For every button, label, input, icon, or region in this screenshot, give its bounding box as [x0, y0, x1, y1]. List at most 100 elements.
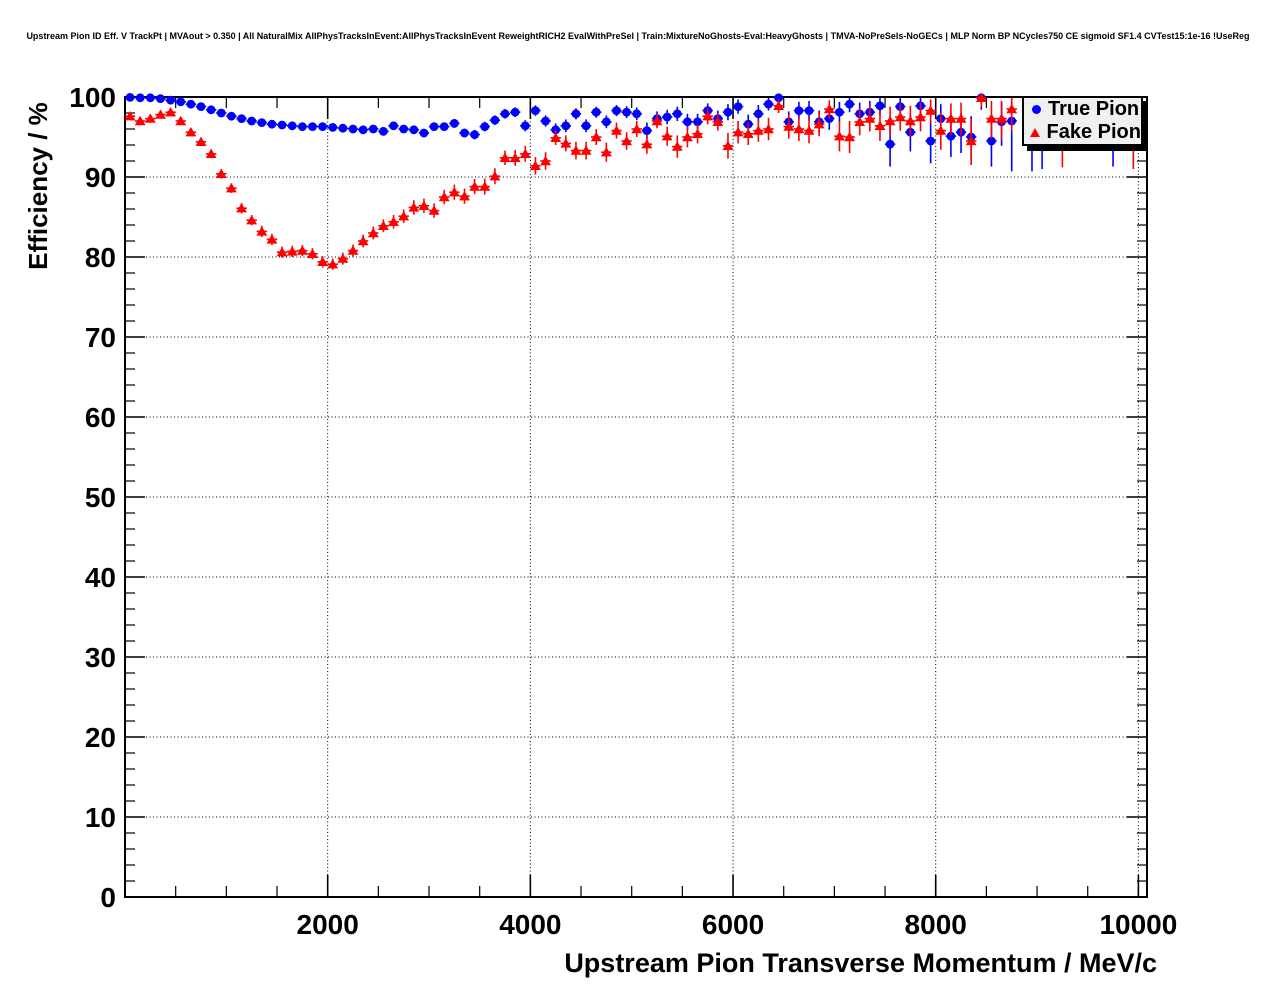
data-point-marker	[449, 119, 459, 128]
data-point-marker	[237, 114, 246, 123]
data-point-marker	[206, 105, 216, 115]
data-point-marker	[622, 107, 632, 117]
x-tick-label: 10000	[1099, 909, 1177, 940]
data-point-marker	[763, 123, 774, 134]
data-point-marker	[915, 111, 926, 122]
data-point-marker	[510, 107, 520, 117]
data-point-marker	[135, 93, 145, 103]
data-point-marker	[247, 116, 257, 126]
data-point-marker	[277, 120, 287, 130]
data-point-marker	[215, 168, 227, 178]
data-point-marker	[409, 125, 419, 135]
data-point-marker	[216, 108, 226, 118]
x-tick-label: 8000	[905, 909, 967, 940]
data-point-marker	[845, 99, 854, 109]
data-point-marker	[662, 112, 672, 122]
data-point-marker	[460, 128, 469, 138]
data-point-marker	[682, 131, 693, 142]
data-point-marker	[520, 121, 530, 131]
series-fake-pion	[124, 92, 1139, 270]
data-point-marker	[581, 121, 591, 131]
data-point-marker	[519, 148, 531, 158]
y-tick-label: 90	[85, 162, 116, 193]
data-point-marker	[327, 259, 339, 269]
data-point-marker	[823, 103, 835, 114]
data-point-marker	[418, 200, 430, 210]
data-point-marker	[996, 113, 1007, 123]
data-point-marker	[296, 245, 308, 255]
data-point-marker	[560, 138, 572, 148]
data-point-marker	[175, 115, 187, 126]
data-point-marker	[419, 128, 429, 138]
true-pion-marker-icon	[1024, 105, 1048, 114]
data-point-marker	[186, 99, 196, 109]
data-point-marker	[783, 121, 795, 131]
data-point-marker	[489, 171, 501, 181]
data-point-marker	[236, 203, 247, 213]
data-point-marker	[388, 216, 399, 226]
data-point-marker	[975, 92, 987, 102]
data-point-marker	[580, 145, 592, 155]
legend-label-true-pion: True Pion	[1048, 98, 1140, 120]
y-tick-label: 60	[85, 402, 116, 433]
data-point-marker	[803, 125, 815, 135]
data-point-marker	[794, 106, 804, 115]
axis-tick-labels: 0 10 20 30 40 50 60 70 80 90 100 2000 4000 6000 8000 10…	[69, 82, 1177, 940]
data-point-marker	[702, 111, 714, 121]
series-true-pion	[124, 93, 1119, 172]
data-point-marker	[874, 120, 886, 130]
data-point-marker	[479, 181, 491, 191]
data-point-marker	[318, 122, 328, 131]
data-point-marker	[732, 127, 744, 137]
data-point-marker	[692, 128, 703, 138]
data-point-marker	[337, 253, 349, 263]
data-point-marker	[166, 95, 176, 105]
data-point-marker	[875, 101, 885, 111]
data-point-marker	[945, 113, 957, 123]
data-point-marker	[672, 109, 682, 119]
data-point-marker	[246, 215, 258, 225]
plot-area: 0 10 20 30 40 50 60 70 80 90 100 2000 4000 6000 8000 10…	[69, 82, 1177, 940]
data-point-marker	[287, 121, 297, 131]
data-point-marker	[540, 155, 551, 166]
data-point-marker	[631, 123, 643, 134]
legend: True Pion Fake Pion	[1022, 96, 1143, 146]
data-point-marker	[612, 106, 621, 115]
data-point-marker	[429, 122, 439, 131]
data-point-marker	[804, 106, 814, 115]
data-point-marker	[185, 127, 197, 137]
data-point-marker	[480, 122, 490, 131]
data-point-marker	[904, 115, 916, 126]
data-point-marker	[500, 109, 510, 119]
data-point-marker	[683, 117, 692, 127]
y-tick-label: 50	[85, 482, 116, 513]
data-point-marker	[134, 115, 146, 126]
legend-label-fake-pion: Fake Pion	[1046, 121, 1141, 143]
data-point-marker	[256, 226, 268, 236]
y-tick-label: 40	[85, 562, 116, 593]
data-point-marker	[712, 116, 724, 126]
data-point-marker	[925, 105, 937, 115]
data-point-marker	[499, 152, 511, 162]
data-point-marker	[591, 107, 601, 117]
data-point-marker	[835, 107, 844, 117]
data-point-marker	[621, 135, 633, 146]
data-point-marker	[378, 220, 389, 230]
data-point-marker	[509, 152, 521, 162]
data-point-marker	[469, 181, 481, 191]
data-point-marker	[286, 246, 298, 256]
data-point-marker	[227, 111, 236, 121]
data-point-marker	[398, 211, 410, 221]
data-point-marker	[490, 115, 500, 125]
y-axis-title: Efficiency / %	[23, 102, 53, 270]
data-point-marker	[641, 139, 653, 149]
data-point-marker	[551, 125, 561, 135]
data-point-marker	[347, 245, 359, 255]
data-point-marker	[357, 235, 369, 246]
y-tick-label: 70	[85, 322, 116, 353]
data-point-marker	[267, 119, 277, 129]
data-point-marker	[155, 109, 166, 119]
data-point-marker	[408, 202, 420, 212]
data-point-marker	[611, 125, 622, 135]
